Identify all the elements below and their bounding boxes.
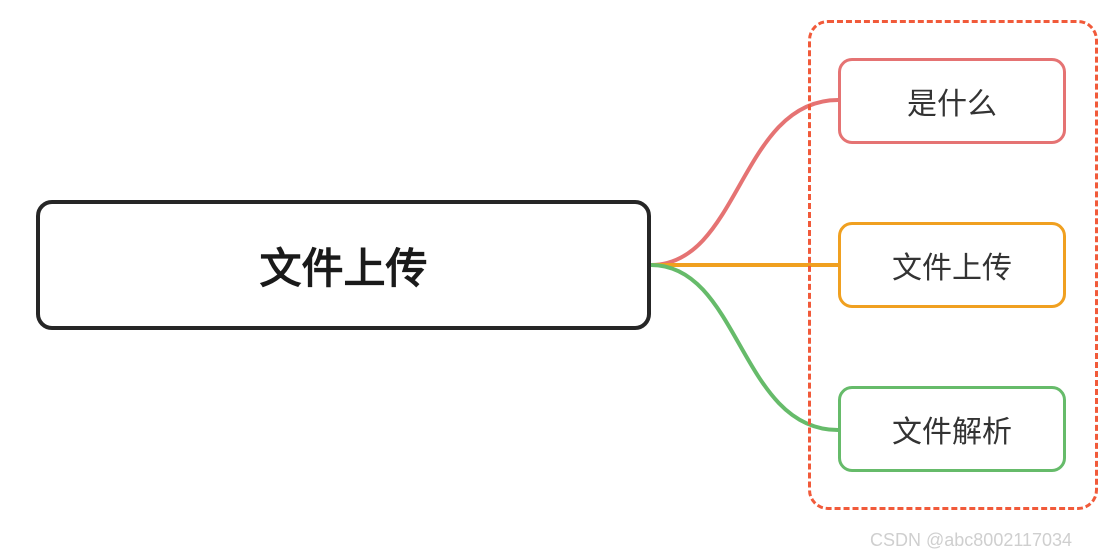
child-node-parse: 文件解析 — [838, 386, 1066, 472]
child-label-upload: 文件上传 — [892, 243, 1012, 287]
child-node-what: 是什么 — [838, 58, 1066, 144]
root-label: 文件上传 — [259, 235, 427, 296]
watermark-text: CSDN @abc8002117034 — [870, 530, 1072, 551]
child-label-parse: 文件解析 — [892, 407, 1012, 451]
root-node: 文件上传 — [36, 200, 651, 330]
child-label-what: 是什么 — [907, 79, 997, 123]
child-node-upload: 文件上传 — [838, 222, 1066, 308]
